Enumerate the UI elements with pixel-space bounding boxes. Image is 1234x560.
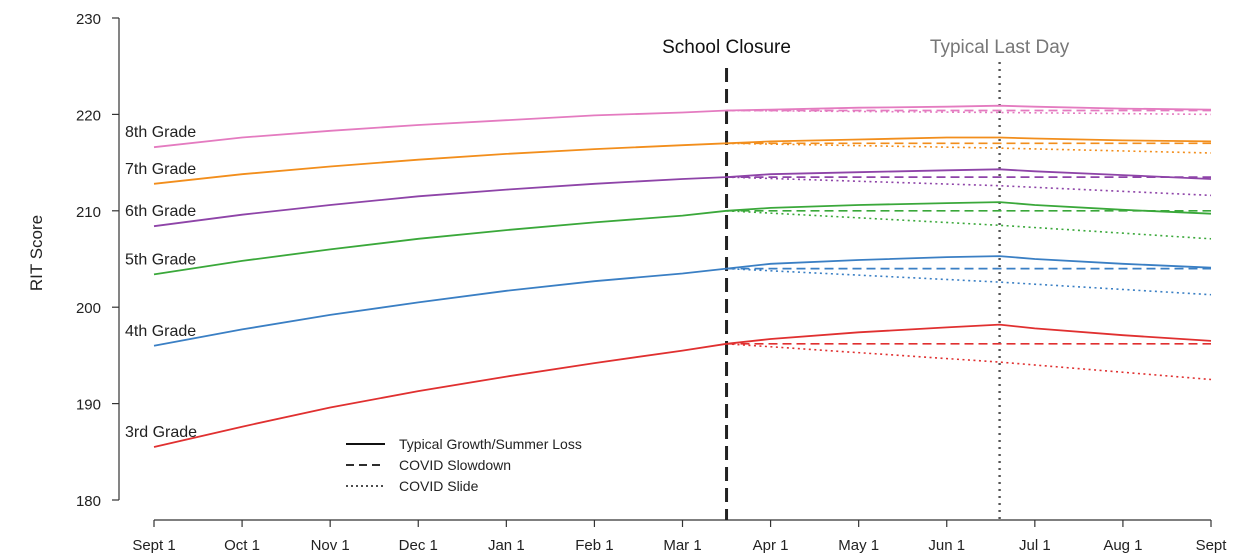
x-tick-label-9: Jun 1 <box>928 537 965 554</box>
x-tick-label-3: Dec 1 <box>399 537 438 554</box>
y-tick-label-210: 210 <box>76 204 101 221</box>
legend-layer: Typical Growth/Summer Loss COVID Slowdown… <box>346 436 582 494</box>
series-layer <box>153 104 1212 448</box>
grade-label-5: 3rd Grade <box>125 424 197 441</box>
grade-label-2: 6th Grade <box>125 203 196 220</box>
x-tick-label-8: May 1 <box>838 537 879 554</box>
x-tick-label-12: Sept <box>1196 537 1228 554</box>
label-layer: 8th Grade 7th Grade 6th Grade 5th Grade 4th … <box>125 124 197 441</box>
event-label-0: School Closure <box>662 37 791 58</box>
event-label-1: Typical Last Day <box>930 37 1070 58</box>
y-tick-label-230: 230 <box>76 11 101 28</box>
x-tick-label-0: Sept 1 <box>132 537 175 554</box>
grade-label-4: 4th Grade <box>125 323 196 340</box>
series-0-typical <box>153 104 1212 149</box>
series-0-slide <box>726 109 1212 116</box>
series-2-slide <box>726 176 1212 197</box>
grade-label-3: 5th Grade <box>125 251 196 268</box>
series-1-slide <box>726 142 1212 154</box>
series-3-slide <box>726 210 1212 240</box>
x-tick-label-10: Jul 1 <box>1019 537 1051 554</box>
x-tick-label-1: Oct 1 <box>224 537 260 554</box>
y-tick-label-200: 200 <box>76 300 101 317</box>
x-tick-label-4: Jan 1 <box>488 537 525 554</box>
series-1-typical <box>153 136 1212 185</box>
grade-label-0: 8th Grade <box>125 124 196 141</box>
y-axis-title: RIT Score <box>27 215 46 291</box>
series-4-typical <box>153 255 1212 347</box>
x-tick-label-6: Mar 1 <box>663 537 701 554</box>
legend-label-1: COVID Slowdown <box>399 457 511 473</box>
series-2-typical <box>153 168 1212 228</box>
y-tick-label-220: 220 <box>76 107 101 124</box>
series-4-slide <box>726 267 1212 296</box>
series-5-typical <box>153 323 1212 448</box>
event-layer: School Closure Typical Last Day <box>662 37 1070 520</box>
axes-layer: 180 190 200 210 220 230 RIT Score Sept 1 Oct 1 No… <box>27 11 1227 554</box>
x-tick-label-2: Nov 1 <box>311 537 350 554</box>
series-3-typical <box>153 201 1212 276</box>
y-tick-label-190: 190 <box>76 397 101 414</box>
x-tick-label-11: Aug 1 <box>1103 537 1142 554</box>
y-tick-label-180: 180 <box>76 493 101 510</box>
grade-label-1: 7th Grade <box>125 161 196 178</box>
x-tick-label-5: Feb 1 <box>575 537 613 554</box>
x-tick-label-7: Apr 1 <box>753 537 789 554</box>
legend-label-2: COVID Slide <box>399 478 479 494</box>
series-5-slide <box>726 343 1212 381</box>
legend-label-0: Typical Growth/Summer Loss <box>399 436 582 452</box>
